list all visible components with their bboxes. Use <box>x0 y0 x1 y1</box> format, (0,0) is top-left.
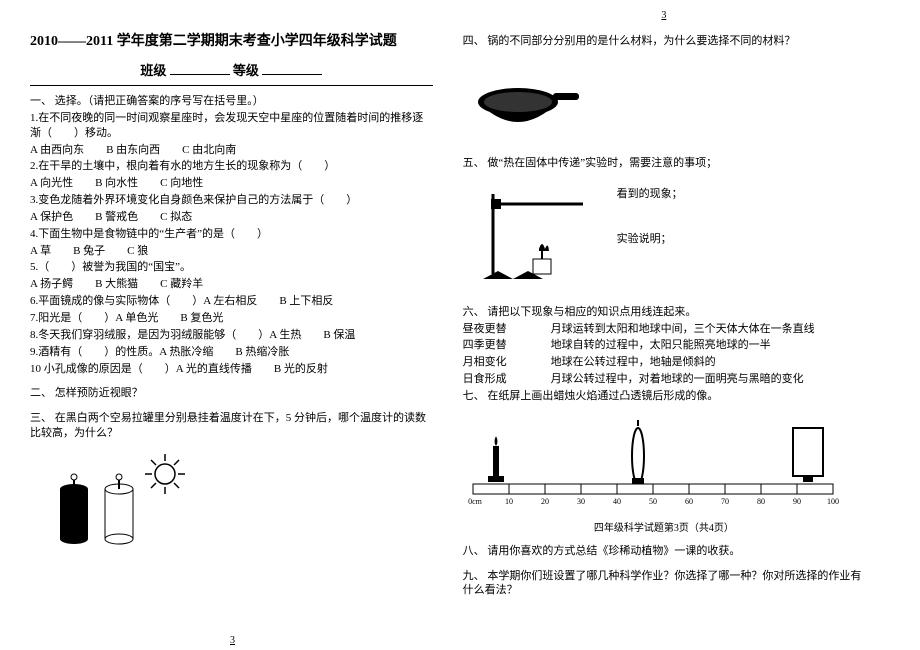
match-4-left: 日食形成 <box>463 373 507 385</box>
match-1: 昼夜更替 月球运转到太阳和地球中间，三个天体大体在一条直线 <box>463 322 866 337</box>
divider <box>30 85 433 86</box>
q2: 2.在干旱的土壤中，根向着有水的地方生长的现象称为（ ） <box>30 159 433 174</box>
svg-text:0cm: 0cm <box>468 497 483 506</box>
q10: 10 小孔成像的原因是（ ）A 光的直线传播 B 光的反射 <box>30 362 433 377</box>
grade-label: 等级 <box>233 63 259 78</box>
sectionE-explain: 实验说明； <box>617 232 866 247</box>
grade-blank <box>262 61 322 75</box>
class-label: 班级 <box>140 63 166 78</box>
sectionB-heading: 二、 怎样预防近视眼？ <box>30 386 433 401</box>
match-3-left: 月相变化 <box>463 356 507 368</box>
sectionI-heading: 九、 本学期你们班设置了哪几种科学作业？你选择了哪一种？你对所选择的作业有什么看… <box>463 569 866 599</box>
q8: 8.冬天我们穿羽绒服，是因为羽绒服能够（ ）A 生热 B 保温 <box>30 328 433 343</box>
match-2: 四季更替 地球自转的过程中，太阳只能照亮地球的一半 <box>463 338 866 353</box>
lens-figure: 0cm 10 20 30 40 50 60 70 80 90 100 <box>463 412 843 506</box>
match-2-right: 地球自转的过程中，太阳只能照亮地球的一半 <box>551 339 771 351</box>
q1: 1.在不同夜晚的同一时间观察星座时，会发现天空中星座的位置随着时间的推移逐渐（ … <box>30 111 433 141</box>
sectionD-heading: 四、 锅的不同部分分别用的是什么材料，为什么要选择不同的材料？ <box>463 34 866 49</box>
top-page-num: 3 <box>463 10 866 24</box>
sectionH-heading: 八、 请用你喜欢的方式总结《珍稀动植物》一课的收获。 <box>463 544 866 559</box>
match-4: 日食形成 月球公转过程中，对着地球的一面明亮与黑暗的变化 <box>463 372 866 387</box>
exam-title: 2010——2011 学年度第二学期期末考查小学四年级科学试题 <box>30 30 433 50</box>
q5: 5.（ ）被誉为我国的“国宝”。 <box>30 260 433 275</box>
sectionF-heading: 六、 请把以下现象与相应的知识点用线连起来。 <box>463 305 866 320</box>
sectionG-heading: 七、 在纸屏上画出蜡烛火焰通过凸透镜后形成的像。 <box>463 389 866 404</box>
svg-text:100: 100 <box>827 497 839 506</box>
svg-text:70: 70 <box>721 497 729 506</box>
match-3: 月相变化 地球在公转过程中，地轴是倾斜的 <box>463 355 866 370</box>
heat-transfer-figure <box>463 179 603 289</box>
q6: 6.平面镜成的像与实际物体（ ）A 左右相反 B 上下相反 <box>30 294 433 309</box>
sectionC-heading: 三、 在黑白两个空易拉罐里分别悬挂着温度计在下，5 分钟后，哪个温度计的读数比较… <box>30 411 433 441</box>
match-1-right: 月球运转到太阳和地球中间，三个天体大体在一条直线 <box>551 323 815 335</box>
left-column: 2010——2011 学年度第二学期期末考查小学四年级科学试题 班级 等级 一、… <box>30 10 448 640</box>
svg-text:50: 50 <box>649 497 657 506</box>
class-blank <box>170 61 230 75</box>
q4-options: A 草 B 兔子 C 狼 <box>30 244 433 259</box>
q5-options: A 扬子鳄 B 大熊猫 C 藏羚羊 <box>30 277 433 292</box>
q7: 7.阳光是（ ）A 单色光 B 复色光 <box>30 311 433 326</box>
q3-options: A 保护色 B 警戒色 C 拟态 <box>30 210 433 225</box>
svg-text:60: 60 <box>685 497 693 506</box>
svg-text:30: 30 <box>577 497 585 506</box>
match-1-left: 昼夜更替 <box>463 323 507 335</box>
match-3-right: 地球在公转过程中，地轴是倾斜的 <box>551 356 716 368</box>
match-4-right: 月球公转过程中，对着地球的一面明亮与黑暗的变化 <box>551 373 804 385</box>
sectionE-heading: 五、 做“热在固体中传递”实验时，需要注意的事项； <box>463 156 866 171</box>
sectionE-seen: 看到的现象； <box>617 187 866 202</box>
svg-text:10: 10 <box>505 497 513 506</box>
svg-text:40: 40 <box>613 497 621 506</box>
q2-options: A 向光性 B 向水性 C 向地性 <box>30 176 433 191</box>
bottom-page-num: 3 <box>230 635 235 646</box>
right-column: 3 四、 锅的不同部分分别用的是什么材料，为什么要选择不同的材料？ 五、 做“热… <box>448 10 866 640</box>
page-footer-note: 四年级科学试题第3页（共4页） <box>463 519 866 534</box>
sectionA-heading: 一、 选择。（请把正确答案的序号写在括号里。） <box>30 94 433 109</box>
match-2-left: 四季更替 <box>463 339 507 351</box>
svg-text:20: 20 <box>541 497 549 506</box>
cans-sun-figure <box>30 449 200 559</box>
subtitle-row: 班级 等级 <box>30 60 433 79</box>
q1-options: A 由西向东 B 由东向西 C 由北向南 <box>30 143 433 158</box>
svg-text:90: 90 <box>793 497 801 506</box>
q4: 4.下面生物中是食物链中的“生产者”的是（ ） <box>30 227 433 242</box>
wok-figure <box>463 57 583 137</box>
svg-text:80: 80 <box>757 497 765 506</box>
q9: 9.酒精有（ ）的性质。A 热胀冷缩 B 热缩冷胀 <box>30 345 433 360</box>
q3: 3.变色龙随着外界环境变化自身颜色来保护自己的方法属于（ ） <box>30 193 433 208</box>
